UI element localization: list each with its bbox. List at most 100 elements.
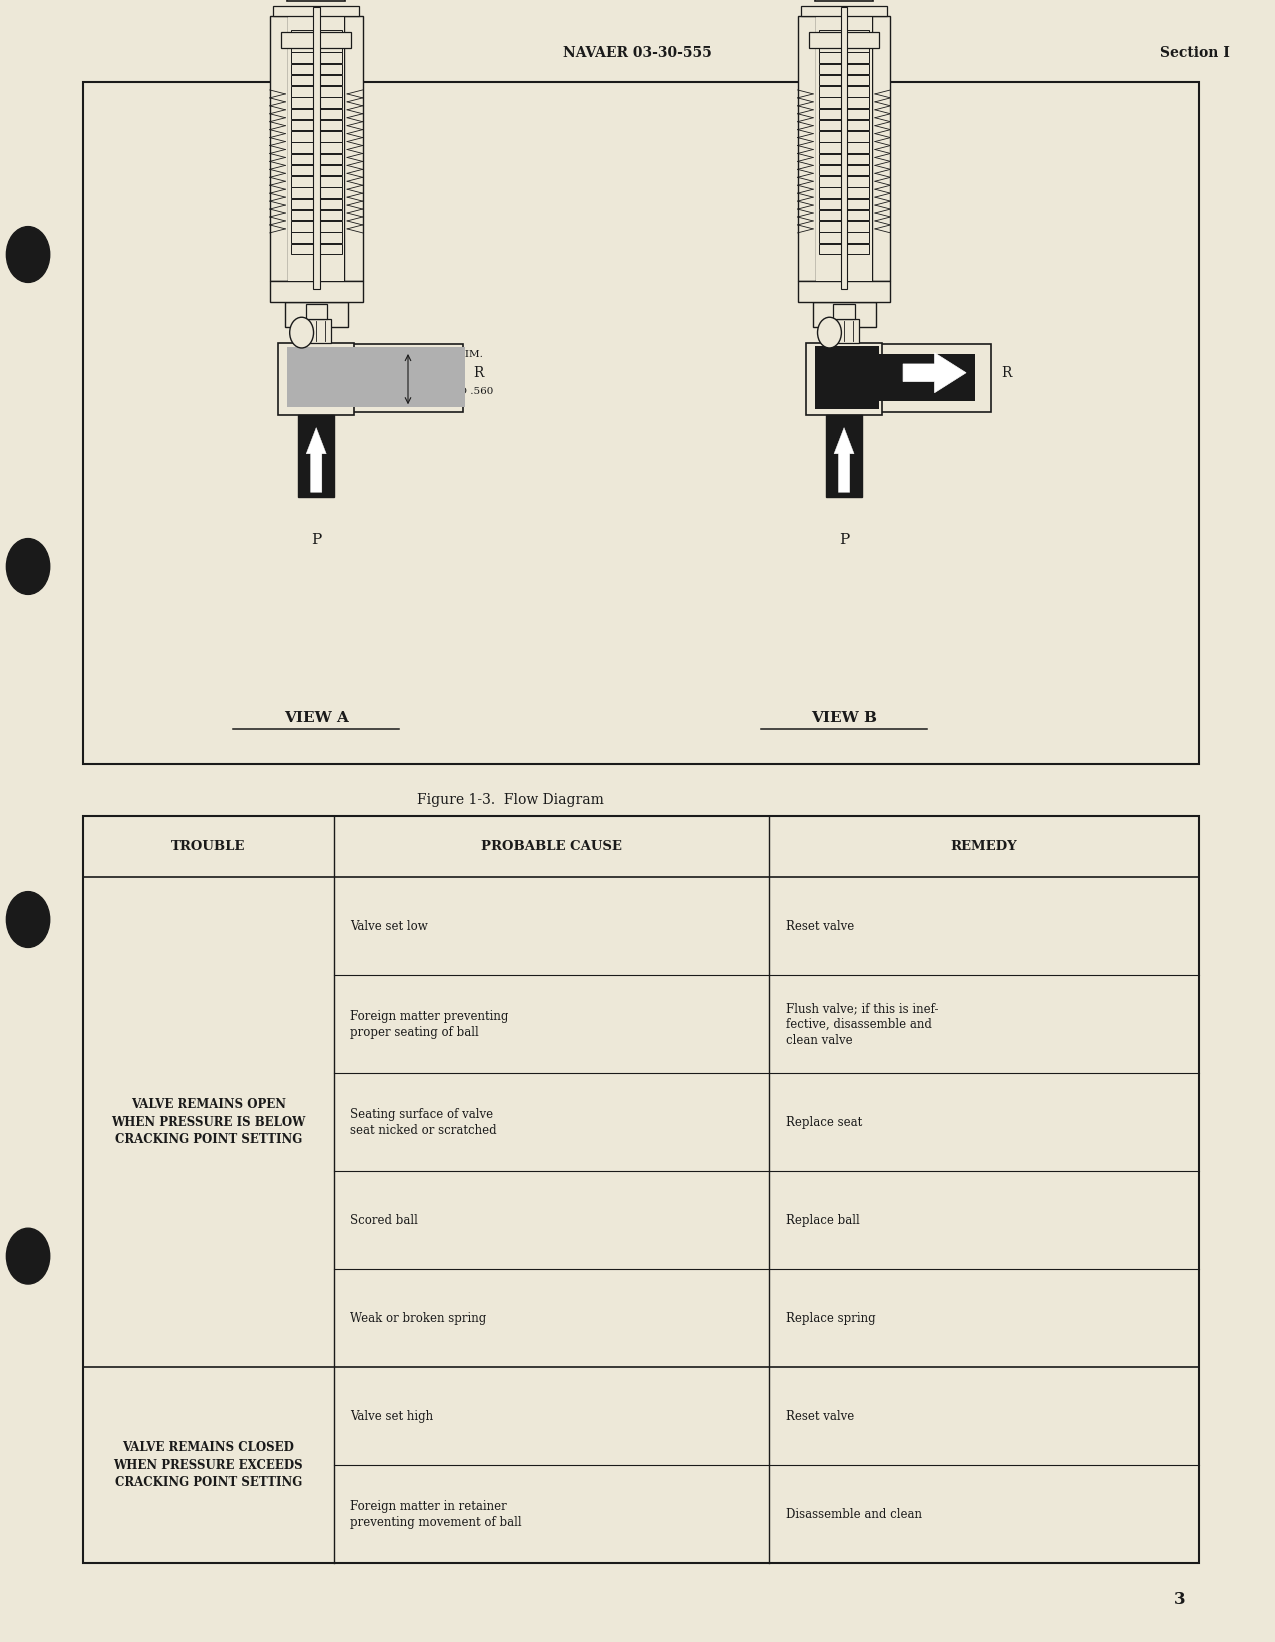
Bar bbox=[798, 281, 890, 302]
Circle shape bbox=[6, 892, 50, 947]
Text: Flush valve; if this is inef-
fective, disassemble and
clean valve: Flush valve; if this is inef- fective, d… bbox=[785, 1002, 938, 1048]
Bar bbox=[801, 5, 887, 16]
Bar bbox=[819, 187, 870, 197]
Text: INSP. DIM.: INSP. DIM. bbox=[425, 350, 482, 360]
Bar bbox=[291, 187, 342, 197]
Bar bbox=[270, 16, 288, 281]
Text: Foreign matter preventing
proper seating of ball: Foreign matter preventing proper seating… bbox=[351, 1010, 509, 1039]
Text: Figure 1-3.  Flow Diagram: Figure 1-3. Flow Diagram bbox=[417, 793, 603, 806]
Bar bbox=[270, 281, 362, 302]
Bar bbox=[862, 355, 975, 401]
Text: VALVE REMAINS CLOSED
WHEN PRESSURE EXCEEDS
CRACKING POINT SETTING: VALVE REMAINS CLOSED WHEN PRESSURE EXCEE… bbox=[113, 1442, 303, 1489]
Text: VALVE REMAINS OPEN
WHEN PRESSURE IS BELOW
CRACKING POINT SETTING: VALVE REMAINS OPEN WHEN PRESSURE IS BELO… bbox=[111, 1098, 306, 1146]
Bar bbox=[291, 154, 342, 164]
Bar bbox=[83, 816, 1198, 1563]
Text: P: P bbox=[839, 532, 849, 547]
Text: PROBABLE CAUSE: PROBABLE CAUSE bbox=[481, 841, 622, 854]
Text: REMEDY: REMEDY bbox=[950, 841, 1017, 854]
Bar bbox=[291, 120, 342, 130]
Circle shape bbox=[817, 317, 842, 348]
Bar bbox=[826, 415, 862, 496]
Text: Valve set low: Valve set low bbox=[351, 920, 428, 933]
Text: Reset valve: Reset valve bbox=[785, 920, 854, 933]
Bar bbox=[306, 304, 326, 319]
Bar bbox=[302, 319, 330, 343]
Bar bbox=[291, 76, 342, 85]
Text: R: R bbox=[1001, 366, 1012, 379]
Text: TROUBLE: TROUBLE bbox=[171, 841, 246, 854]
Bar bbox=[291, 143, 342, 153]
Polygon shape bbox=[834, 427, 854, 493]
Text: Weak or broken spring: Weak or broken spring bbox=[351, 1312, 487, 1325]
Circle shape bbox=[6, 1228, 50, 1284]
Bar bbox=[819, 222, 870, 232]
Bar bbox=[298, 415, 334, 496]
Bar bbox=[830, 319, 858, 343]
Bar bbox=[273, 5, 360, 16]
Bar bbox=[819, 164, 870, 176]
Bar bbox=[291, 210, 342, 220]
Bar bbox=[291, 131, 342, 141]
Text: Valve set high: Valve set high bbox=[351, 1410, 434, 1422]
Bar bbox=[866, 345, 991, 412]
Bar bbox=[819, 30, 870, 41]
Bar bbox=[291, 164, 342, 176]
Bar bbox=[291, 53, 342, 62]
Bar bbox=[291, 243, 342, 255]
Bar bbox=[291, 233, 342, 243]
Text: Reset valve: Reset valve bbox=[785, 1410, 854, 1422]
Bar bbox=[291, 97, 342, 108]
Bar bbox=[83, 82, 1198, 764]
Text: Scored ball: Scored ball bbox=[351, 1213, 418, 1227]
Bar bbox=[291, 222, 342, 232]
Text: VIEW B: VIEW B bbox=[811, 711, 877, 724]
Bar bbox=[819, 154, 870, 164]
Bar bbox=[282, 33, 351, 48]
Bar bbox=[819, 176, 870, 187]
Bar bbox=[840, 7, 848, 289]
Bar bbox=[819, 199, 870, 209]
Bar bbox=[284, 302, 348, 327]
Bar bbox=[291, 87, 342, 97]
Bar bbox=[344, 16, 362, 281]
Bar bbox=[806, 343, 882, 415]
Bar bbox=[278, 343, 354, 415]
Polygon shape bbox=[903, 353, 966, 392]
Bar bbox=[287, 346, 465, 407]
Text: R: R bbox=[473, 366, 484, 379]
Bar bbox=[819, 243, 870, 255]
Text: Replace ball: Replace ball bbox=[785, 1213, 859, 1227]
Bar bbox=[291, 64, 342, 74]
Bar bbox=[819, 76, 870, 85]
Bar bbox=[798, 16, 816, 281]
Bar bbox=[288, 16, 344, 281]
Bar bbox=[819, 108, 870, 120]
Text: P: P bbox=[311, 532, 321, 547]
Bar bbox=[819, 210, 870, 220]
Text: Seating surface of valve
seat nicked or scratched: Seating surface of valve seat nicked or … bbox=[351, 1108, 497, 1136]
Text: .490 TO .560: .490 TO .560 bbox=[425, 388, 493, 396]
Bar bbox=[291, 199, 342, 209]
Bar bbox=[819, 131, 870, 141]
Circle shape bbox=[6, 227, 50, 282]
Text: NAVAER 03-30-555: NAVAER 03-30-555 bbox=[564, 46, 711, 59]
Bar bbox=[872, 16, 890, 281]
Bar bbox=[816, 16, 872, 281]
Bar bbox=[819, 87, 870, 97]
Bar bbox=[819, 97, 870, 108]
Bar bbox=[819, 64, 870, 74]
Text: Replace spring: Replace spring bbox=[785, 1312, 875, 1325]
Text: VIEW A: VIEW A bbox=[284, 711, 348, 724]
Text: Section I: Section I bbox=[1160, 46, 1230, 59]
Text: Foreign matter in retainer
preventing movement of ball: Foreign matter in retainer preventing mo… bbox=[351, 1499, 521, 1529]
Bar bbox=[291, 108, 342, 120]
Bar bbox=[338, 345, 463, 412]
Bar bbox=[291, 41, 342, 51]
Text: 3: 3 bbox=[1173, 1591, 1186, 1608]
Bar bbox=[819, 233, 870, 243]
Text: Replace seat: Replace seat bbox=[785, 1117, 862, 1128]
Circle shape bbox=[289, 317, 314, 348]
Bar bbox=[291, 176, 342, 187]
Bar bbox=[291, 30, 342, 41]
Bar bbox=[819, 120, 870, 130]
